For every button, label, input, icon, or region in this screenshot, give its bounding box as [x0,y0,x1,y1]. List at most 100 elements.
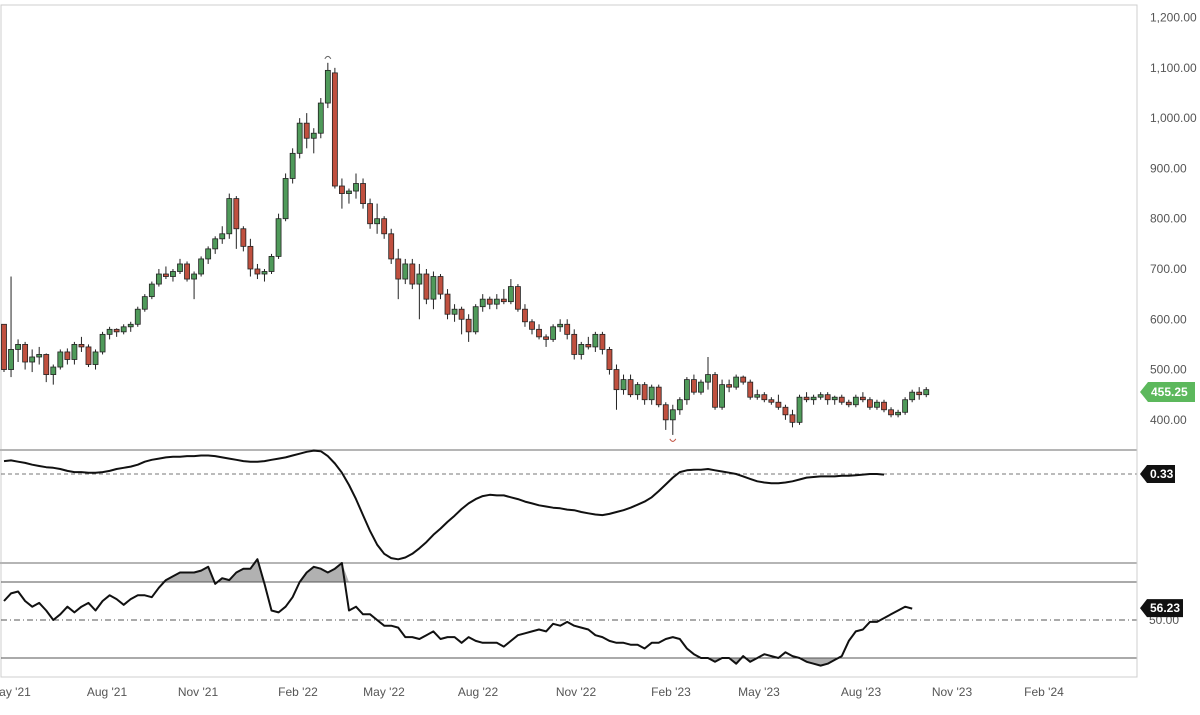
x-axis-tick-label: Aug '22 [458,685,499,699]
candle-body [831,396,838,401]
candle-body [916,391,923,396]
candle-body [902,399,909,413]
candle-body [113,328,120,333]
candle-body [923,389,930,396]
x-axis-tick-label: May '22 [363,685,405,699]
candle-body [437,276,444,295]
candle-body [296,122,303,154]
oscillator-panel: 0.33 [0,449,1175,564]
oscillator-line [3,449,885,561]
candle-body [261,271,268,275]
candle-body [85,346,92,365]
candle-body [515,286,521,310]
candle-body [205,248,212,260]
candle-body [339,185,345,194]
candle-body [15,344,21,350]
candle-body [838,396,845,403]
candle-body [698,381,704,393]
x-axis-tick-label: May '23 [738,685,780,699]
candle-body [669,409,676,421]
candle-body [22,344,29,363]
candle-body [134,308,141,325]
x-axis-tick-label: Nov '22 [556,685,597,699]
candle-body [127,323,134,328]
last-price-badge [1140,382,1195,403]
candle-body [775,401,782,408]
candle-body [423,273,430,300]
candle-body [141,296,148,310]
x-axis-tick-label: Nov '23 [932,685,973,699]
candle-body [881,401,887,411]
candle-body [529,321,535,330]
candle-body [184,263,190,280]
candle-body [381,218,388,235]
candle-body [275,218,282,257]
candle-body [226,198,233,235]
candle-body [50,366,57,375]
candle-body [536,328,542,338]
candle-body [346,190,352,194]
candle-body [803,396,810,401]
candle-body [888,409,894,416]
candle-body [479,298,486,308]
low-marker-icon [669,438,677,442]
candle-body [550,326,557,340]
price-axis-tick-label: 1,100.00 [1150,61,1197,75]
candle-body [212,238,219,250]
candle-body [909,391,916,401]
x-axis: May '21 Aug '21 Nov '21 Feb '22 May '22 Aug '… [0,685,1064,699]
rsi-value-badge [1140,599,1183,618]
candle-body [874,401,880,408]
candle-body [571,333,578,355]
candle-body [606,349,613,370]
candle-body [247,245,254,270]
candle-body [867,399,873,408]
candle-body [71,344,78,360]
candle-body [353,183,359,192]
candle-body [43,354,50,375]
candle-body [170,271,176,277]
x-axis-tick-label: Nov '21 [178,685,219,699]
candle-body [444,293,451,315]
candle-body [761,394,768,401]
candle-body [852,396,859,406]
candle-body [810,396,817,401]
candle-body [557,323,564,328]
candle-body [705,374,711,383]
candle-body [191,273,197,280]
candle-body [613,369,620,391]
candle-body [324,69,331,104]
price-axis-tick-label: 600.00 [1150,312,1187,326]
candle-body [726,384,733,388]
candle-body [29,356,36,363]
candle-body [254,268,261,275]
x-axis-tick-label: Feb '23 [651,685,691,699]
x-axis-tick-label: May '21 [0,685,31,699]
price-axis-tick-label: 900.00 [1150,161,1187,175]
high-marker-icon [324,55,332,60]
candle-body [148,283,155,298]
candle-body [599,333,606,350]
candle-body [303,122,310,139]
candle-body [662,404,669,421]
price-axis-tick-label: 800.00 [1150,212,1187,226]
candle-body [8,349,14,370]
candle-body [1,323,7,370]
candle-body [676,399,683,411]
x-axis-tick-label: Aug '23 [841,685,882,699]
candle-body [458,308,465,320]
price-panel: 400.00 500.00 600.00 700.00 800.00 900.00 1,00… [0,4,1197,451]
rsi-value-label: 56.23 [1150,601,1180,615]
candle-body [768,399,775,403]
candle-body [106,328,113,335]
candle-body [155,273,162,285]
candle-body [507,286,514,303]
candle-body [500,298,507,303]
candle-body [198,258,205,275]
x-axis-tick-label: Feb '22 [278,685,318,699]
rsi-line [3,558,913,667]
candle-body [233,198,240,230]
candle-body [367,203,373,225]
candle-body [712,374,718,408]
